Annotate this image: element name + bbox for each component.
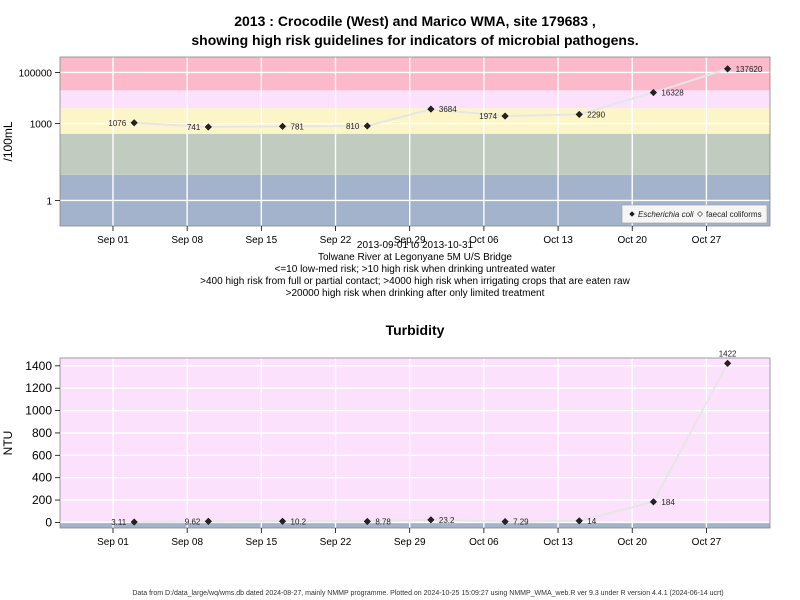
risk-band-0 — [60, 522, 770, 528]
x-tick-label-7: Oct 20 — [618, 235, 648, 246]
data-label-2: 781 — [291, 122, 305, 131]
data-point-7 — [649, 498, 658, 506]
data-point-2 — [278, 122, 287, 131]
y-axis-label: NTU — [1, 431, 15, 456]
data-label-7: 16328 — [661, 89, 684, 98]
x-tick-label-7: Oct 20 — [618, 537, 648, 548]
x-tick-label-5: Oct 06 — [469, 537, 499, 548]
y-tick-label-4: 800 — [32, 426, 52, 440]
legend-ecoli-label: Escherichia coli — [638, 210, 694, 219]
data-label-7: 184 — [661, 498, 675, 507]
legend: Escherichia coli faecal coliforms — [621, 204, 768, 224]
x-tick-label-6: Oct 13 — [543, 235, 573, 246]
data-point-0 — [130, 518, 138, 526]
x-tick-label-8: Oct 27 — [692, 235, 722, 246]
y-tick-label-2: 100000 — [19, 68, 53, 79]
y-tick-label-1: 1000 — [30, 120, 53, 131]
data-point-6 — [575, 517, 583, 525]
x-tick-label-2: Sep 15 — [245, 235, 277, 246]
risk-band-1 — [60, 133, 770, 175]
data-point-7 — [649, 88, 658, 97]
chart1-notes: 2013-09-01 to 2013-10-31 Tolwane River a… — [200, 240, 630, 299]
risk-band-4 — [60, 57, 770, 91]
legend-coliform-label: faecal coliforms — [706, 210, 762, 219]
data-point-4 — [427, 105, 435, 113]
chart1-note-risk3: >20000 high risk when drinking after onl… — [286, 288, 545, 299]
y-tick-label-1: 200 — [32, 493, 52, 507]
y-tick-label-0: 0 — [45, 515, 52, 529]
y-tick-label-0: 1 — [46, 196, 52, 207]
y-tick-label-5: 1000 — [25, 404, 52, 418]
x-tick-label-3: Sep 22 — [320, 537, 352, 548]
data-label-8: 1422 — [719, 349, 737, 358]
x-tick-label-4: Sep 29 — [394, 235, 426, 246]
x-tick-label-8: Oct 27 — [692, 537, 722, 548]
y-axis-label: /100mL — [1, 121, 15, 161]
data-label-5: 1974 — [479, 112, 497, 121]
data-point-4 — [427, 516, 435, 524]
data-point-8 — [723, 65, 732, 73]
risk-band-3 — [60, 90, 770, 109]
chart1-subtitle: showing high risk guidelines for indicat… — [191, 32, 638, 48]
data-label-0: 3.11 — [111, 518, 127, 527]
y-tick-label-3: 600 — [32, 448, 52, 462]
x-tick-label-5: Oct 06 — [469, 235, 499, 246]
data-label-6: 14 — [587, 517, 596, 526]
footer-note: Data from D:/data_large/wq/wms.db dated … — [132, 590, 723, 597]
data-label-4: 3684 — [439, 105, 457, 114]
x-tick-label-1: Sep 08 — [171, 235, 203, 246]
data-label-2: 10.2 — [291, 517, 307, 526]
plot-frame — [59, 357, 771, 529]
x-tick-label-3: Sep 22 — [320, 235, 352, 246]
data-label-8: 137620 — [736, 65, 763, 74]
chart1-note-risk2: >400 high risk from full or partial cont… — [200, 276, 630, 287]
data-label-3: 810 — [346, 122, 360, 131]
y-tick-label-6: 1200 — [25, 381, 52, 395]
x-tick-label-0: Sep 01 — [97, 235, 129, 246]
data-label-1: 9.62 — [185, 517, 201, 526]
data-point-1 — [204, 123, 213, 131]
risk-band-1 — [60, 358, 770, 523]
legend-ecoli-marker — [629, 211, 635, 217]
x-tick-label-1: Sep 08 — [171, 537, 203, 548]
data-label-5: 7.29 — [513, 518, 529, 527]
data-point-1 — [204, 517, 213, 525]
x-tick-label-6: Oct 13 — [543, 537, 573, 548]
data-label-0: 1076 — [108, 119, 126, 128]
x-tick-label-2: Sep 15 — [245, 537, 277, 548]
chart1-title: 2013 : Crocodile (West) and Marico WMA, … — [234, 13, 596, 29]
chart1-note-site: Tolwane River at Legonyane 5M U/S Bridge — [318, 252, 512, 263]
x-tick-label-0: Sep 01 — [97, 537, 129, 548]
risk-band-2 — [60, 108, 770, 134]
data-point-6 — [575, 110, 583, 119]
data-point-2 — [278, 517, 287, 525]
chart1-note-daterange: 2013-09-01 to 2013-10-31 — [357, 240, 474, 251]
y-tick-label-7: 1400 — [25, 359, 52, 373]
chart2-title: Turbidity — [386, 322, 445, 338]
turbidity-chart: Sep 01 Sep 08 Sep 15 Sep 22 Sep 29 Oct 06 Oct … — [1, 349, 771, 548]
y-tick-label-2: 400 — [32, 471, 52, 485]
microbial-chart: Sep 01 Sep 08 Sep 15 Sep 22 Sep 29 Oct 06 Oct … — [1, 56, 771, 246]
data-label-4: 23.2 — [439, 516, 455, 525]
plot-frame — [59, 56, 771, 227]
data-point-5 — [501, 112, 509, 120]
data-point-5 — [501, 517, 509, 526]
data-label-6: 2290 — [587, 110, 605, 119]
x-tick-label-4: Sep 29 — [394, 537, 426, 548]
data-point-3 — [363, 122, 371, 130]
data-point-3 — [363, 517, 371, 526]
legend-box — [621, 204, 768, 224]
legend-coliform-marker — [697, 211, 703, 217]
data-point-0 — [130, 119, 138, 127]
data-label-3: 8.78 — [375, 517, 391, 526]
data-label-1: 741 — [187, 123, 201, 132]
data-point-8 — [723, 359, 732, 368]
chart1-note-risk1: <=10 low-med risk; >10 high risk when dr… — [275, 264, 557, 275]
